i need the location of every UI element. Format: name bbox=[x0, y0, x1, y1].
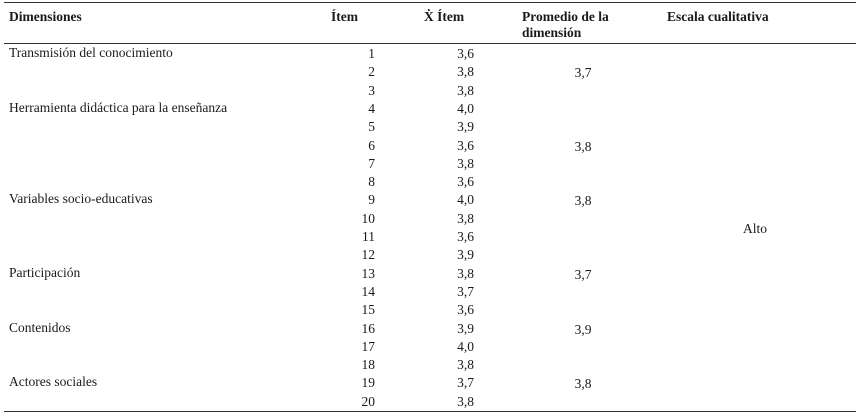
item-number: 13 bbox=[361, 266, 376, 281]
header-item: Ítem bbox=[331, 9, 358, 24]
item-number: 10 bbox=[361, 211, 376, 226]
dimension-name: Contenidos bbox=[9, 320, 71, 335]
item-number: 2 bbox=[368, 64, 375, 79]
dimension-average: 3,9 bbox=[574, 322, 592, 337]
item-number: 4 bbox=[368, 101, 375, 116]
item-mean: 3,6 bbox=[457, 138, 474, 153]
item-mean: 3,8 bbox=[457, 211, 474, 226]
item-number: 16 bbox=[361, 321, 376, 336]
item-number: 20 bbox=[361, 394, 376, 409]
dimension-name: Transmisión del conocimiento bbox=[9, 45, 173, 60]
header-rule bbox=[4, 43, 856, 44]
header-escala: Escala cualitativa bbox=[667, 9, 769, 24]
escala-cualitativa-value: Alto bbox=[743, 221, 768, 236]
item-mean: 3,7 bbox=[457, 375, 474, 390]
top-rule bbox=[4, 2, 856, 3]
item-number: 6 bbox=[368, 138, 375, 153]
dimension-average: 3,7 bbox=[574, 65, 592, 80]
item-mean: 3,6 bbox=[457, 46, 474, 61]
item-number: 19 bbox=[361, 375, 376, 390]
item-mean: 3,8 bbox=[457, 266, 474, 281]
item-number: 14 bbox=[361, 284, 376, 299]
item-number: 1 bbox=[368, 46, 375, 61]
item-number: 9 bbox=[368, 192, 375, 207]
item-number: 17 bbox=[361, 339, 376, 354]
item-mean: 3,9 bbox=[457, 119, 474, 134]
item-number: 7 bbox=[368, 156, 375, 171]
dimension-average: 3,8 bbox=[574, 139, 592, 154]
dimension-average: 3,7 bbox=[574, 267, 592, 282]
item-mean: 3,8 bbox=[457, 156, 474, 171]
item-mean: 4,0 bbox=[457, 339, 474, 354]
item-mean: 3,6 bbox=[457, 174, 474, 189]
dimension-name: Variables socio-educativas bbox=[9, 191, 153, 206]
item-mean: 3,8 bbox=[457, 394, 474, 409]
item-mean: 3,9 bbox=[457, 247, 474, 262]
item-number: 15 bbox=[361, 302, 376, 317]
dimension-average: 3,8 bbox=[574, 376, 592, 391]
item-mean: 4,0 bbox=[457, 192, 474, 207]
dimension-name: Herramienta didáctica para la enseñanza bbox=[9, 100, 228, 115]
item-mean: 3,6 bbox=[457, 302, 474, 317]
item-number: 3 bbox=[368, 83, 375, 98]
dimension-average: 3,8 bbox=[574, 193, 592, 208]
item-number: 18 bbox=[361, 357, 376, 372]
item-number: 8 bbox=[368, 174, 375, 189]
item-number: 5 bbox=[368, 119, 375, 134]
item-mean: 3,7 bbox=[457, 284, 474, 299]
item-number: 11 bbox=[362, 229, 375, 244]
header-dimensiones: Dimensiones bbox=[9, 9, 82, 24]
item-mean: 3,8 bbox=[457, 357, 474, 372]
item-mean: 3,8 bbox=[457, 83, 474, 98]
bottom-rule bbox=[4, 411, 856, 412]
item-mean: 3,8 bbox=[457, 64, 474, 79]
dimension-name: Participación bbox=[9, 265, 81, 280]
header-promedio-line2: dimensión bbox=[522, 25, 582, 40]
item-number: 12 bbox=[361, 247, 376, 262]
item-mean: 3,9 bbox=[457, 321, 474, 336]
item-mean: 4,0 bbox=[457, 101, 474, 116]
header-promedio-line1: Promedio de la bbox=[522, 9, 609, 24]
dimension-name: Actores sociales bbox=[9, 374, 98, 389]
item-mean: 3,6 bbox=[457, 229, 474, 244]
header-mean-item: Ẋ Ítem bbox=[424, 9, 465, 24]
